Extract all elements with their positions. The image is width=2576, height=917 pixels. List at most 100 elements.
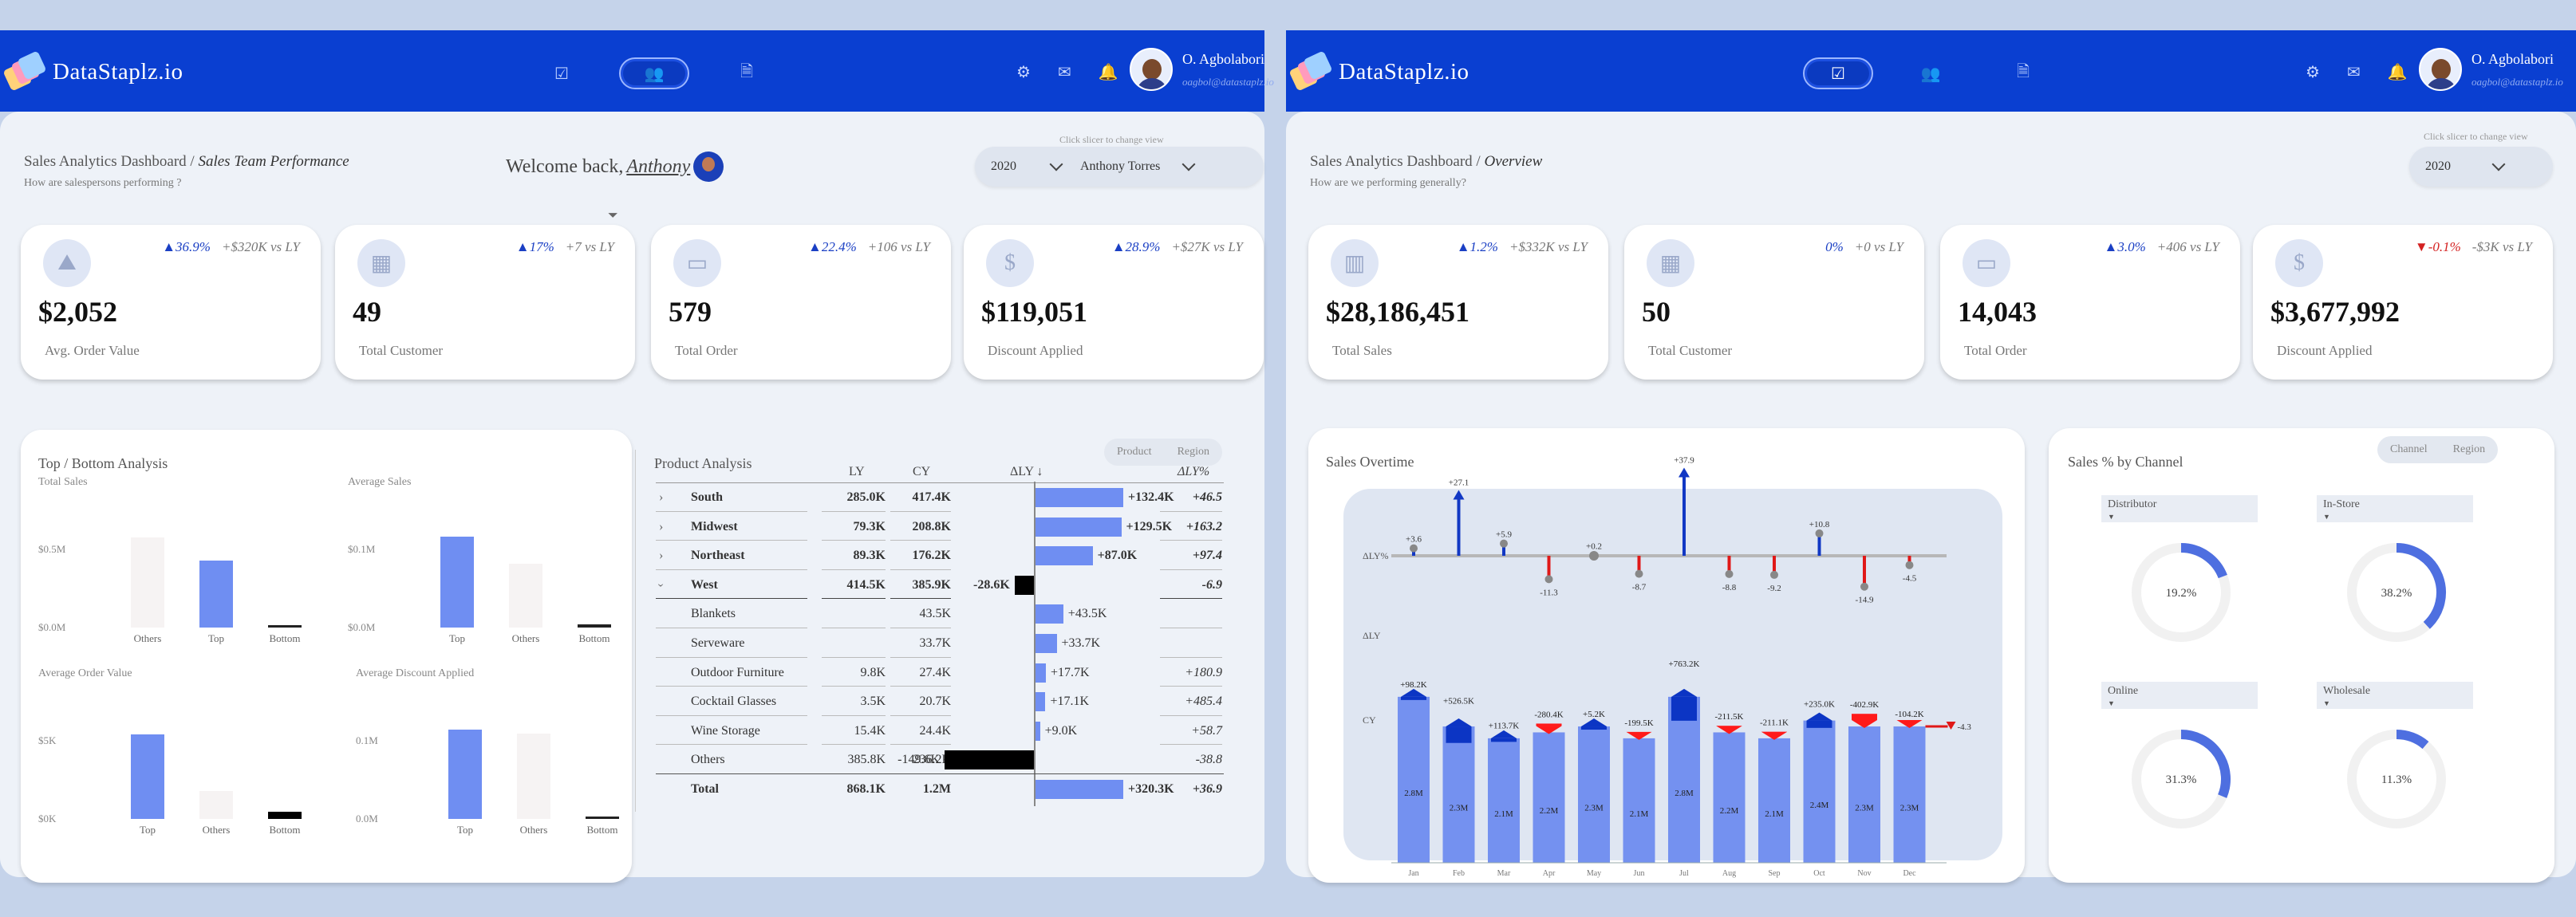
bar[interactable] xyxy=(509,564,542,628)
user-profile[interactable]: O. Agbolabori oagbol@datastaplz.io xyxy=(2419,48,2563,91)
cy-bar[interactable] xyxy=(1398,696,1430,863)
cy-bar[interactable] xyxy=(1893,726,1926,863)
toggle-region[interactable]: Region xyxy=(2452,443,2486,455)
bar[interactable] xyxy=(199,791,233,819)
product-region-toggle[interactable]: Product Region xyxy=(1104,439,1223,466)
table-row[interactable]: Total 868.1K 1.2M +36.9 xyxy=(656,775,1224,804)
year-select[interactable]: 2020 xyxy=(2409,147,2553,187)
table-row[interactable]: › Midwest 79.3K 208.8K +163.2 xyxy=(656,513,1224,541)
delta-bar[interactable] xyxy=(1034,692,1046,712)
cy-bar[interactable] xyxy=(1713,732,1746,863)
bell-icon[interactable]: 🔔 xyxy=(2387,64,2408,81)
left-dashboard: DataStaplz.io ☑ 👥 🗎 ⚙ ✉ 🔔 O. Agbolabori … xyxy=(0,30,1274,883)
bar[interactable] xyxy=(268,625,302,628)
bar[interactable] xyxy=(199,561,233,628)
cy-bar[interactable] xyxy=(1488,738,1520,863)
delta-bar[interactable] xyxy=(1401,696,1426,700)
mail-icon[interactable]: ✉ xyxy=(1057,64,1071,81)
delta-bar[interactable] xyxy=(1034,780,1123,799)
delta-bar[interactable] xyxy=(1446,726,1472,743)
delta-bar[interactable] xyxy=(1852,714,1877,721)
bar[interactable] xyxy=(131,537,164,628)
mail-icon[interactable]: ✉ xyxy=(2346,64,2361,81)
settings-gear-icon[interactable]: ⚙ xyxy=(2306,64,2320,81)
cy-bar[interactable] xyxy=(1533,732,1565,863)
nav-overview-button[interactable]: ☑ xyxy=(527,57,597,89)
lollipop-head xyxy=(1589,551,1599,561)
delta-bar[interactable] xyxy=(1034,663,1046,683)
bar[interactable] xyxy=(517,733,550,819)
toggle-region[interactable]: Region xyxy=(1177,446,1210,458)
kpi-label: Total Order xyxy=(1964,343,2027,358)
delta-bar[interactable] xyxy=(1581,726,1607,730)
nav-report-button[interactable]: 🗎 xyxy=(1988,57,2058,89)
cy-bar[interactable] xyxy=(1623,738,1655,863)
bar[interactable] xyxy=(578,624,611,628)
cy-bar[interactable] xyxy=(1668,696,1700,863)
expand-chevron-icon[interactable]: › xyxy=(659,490,664,504)
delta-bar[interactable] xyxy=(1034,546,1093,566)
donut-slice[interactable] xyxy=(2396,543,2446,629)
expand-chevron-icon[interactable]: › xyxy=(659,519,664,533)
channel-filter[interactable]: Online ▼ xyxy=(2101,682,2258,709)
expand-chevron-icon[interactable]: › xyxy=(659,549,664,563)
table-row[interactable]: Serveware 33.7K xyxy=(656,629,1224,658)
donut-slice[interactable] xyxy=(2180,730,2231,798)
delta-bar[interactable] xyxy=(1806,720,1832,728)
nav-report-button[interactable]: 🗎 xyxy=(712,57,782,89)
table-row[interactable]: › South 285.0K 417.4K +46.5 xyxy=(656,483,1224,512)
header-delta-ly[interactable]: ΔLY ↓ xyxy=(1010,465,1043,478)
table-row[interactable]: Others 385.8K 236.2K -38.8 xyxy=(656,746,1224,774)
person-select[interactable]: Anthony Torres xyxy=(1080,157,1196,174)
delta-bar[interactable] xyxy=(1034,517,1122,537)
lollipop-label: +27.1 xyxy=(1449,478,1469,488)
bell-icon[interactable]: 🔔 xyxy=(1098,64,1118,81)
bar[interactable] xyxy=(268,812,302,819)
lollipop-head xyxy=(1544,575,1553,584)
delta-bar[interactable] xyxy=(1536,723,1562,726)
table-row[interactable]: › Northeast 89.3K 176.2K +97.4 xyxy=(656,541,1224,570)
nav-overview-button[interactable]: ☑ xyxy=(1803,57,1873,89)
donut-value: 31.3% xyxy=(2166,773,2197,786)
delta-bar[interactable] xyxy=(1014,575,1034,595)
delta-bar[interactable] xyxy=(1671,696,1697,721)
bar[interactable] xyxy=(586,817,619,819)
channel-filter[interactable]: Distributor ▼ xyxy=(2101,495,2258,522)
table-row[interactable]: › West 414.5K 385.9K -6.9 xyxy=(654,571,1224,600)
cy-bar[interactable] xyxy=(1578,726,1610,863)
table-row[interactable]: Outdoor Furniture 9.8K 27.4K +180.9 xyxy=(656,659,1224,687)
bar[interactable] xyxy=(440,536,474,628)
settings-gear-icon[interactable]: ⚙ xyxy=(1016,64,1031,81)
brand[interactable]: DataStaplz.io xyxy=(1288,49,1469,94)
table-row[interactable]: Wine Storage 15.4K 24.4K +58.7 xyxy=(656,717,1224,746)
toggle-product[interactable]: Product xyxy=(1117,446,1152,458)
cy-bar[interactable] xyxy=(1758,738,1790,863)
nav-team-button[interactable]: 👥 xyxy=(619,57,689,89)
channel-filter[interactable]: In-Store ▼ xyxy=(2317,495,2473,522)
brand[interactable]: DataStaplz.io xyxy=(2,49,183,94)
user-profile[interactable]: O. Agbolabori oagbol@datastaplz.io xyxy=(1130,48,1274,91)
delta-bar[interactable] xyxy=(1034,604,1063,624)
table-row[interactable]: Cocktail Glasses 3.5K 20.7K +485.4 xyxy=(656,687,1224,716)
divider xyxy=(822,569,886,570)
channel-region-toggle[interactable]: Channel Region xyxy=(2377,436,2499,463)
delta-bar[interactable] xyxy=(1034,634,1057,653)
cy-bar[interactable] xyxy=(1442,726,1475,863)
cy-bar[interactable] xyxy=(1848,726,1880,863)
toggle-channel[interactable]: Channel xyxy=(2390,443,2428,455)
nav-team-button[interactable]: 👥 xyxy=(1896,57,1966,89)
table-row[interactable]: Blankets 43.5K xyxy=(656,600,1224,628)
donut-slice[interactable] xyxy=(2396,730,2429,750)
bar[interactable] xyxy=(448,729,482,819)
delta-bar[interactable] xyxy=(1034,721,1040,741)
filter-icon[interactable]: ⏷ xyxy=(608,209,618,222)
year-select[interactable]: 2020 xyxy=(991,157,1063,174)
delta-bar[interactable] xyxy=(1491,738,1517,742)
delta-bar[interactable] xyxy=(1034,488,1123,507)
donut-slice[interactable] xyxy=(2180,543,2227,579)
bar[interactable] xyxy=(131,734,164,819)
channel-filter[interactable]: Wholesale ▼ xyxy=(2317,682,2473,709)
collapse-chevron-icon[interactable]: › xyxy=(654,583,669,588)
cy-bar[interactable] xyxy=(1803,720,1836,863)
delta-bar[interactable] xyxy=(945,750,1034,770)
